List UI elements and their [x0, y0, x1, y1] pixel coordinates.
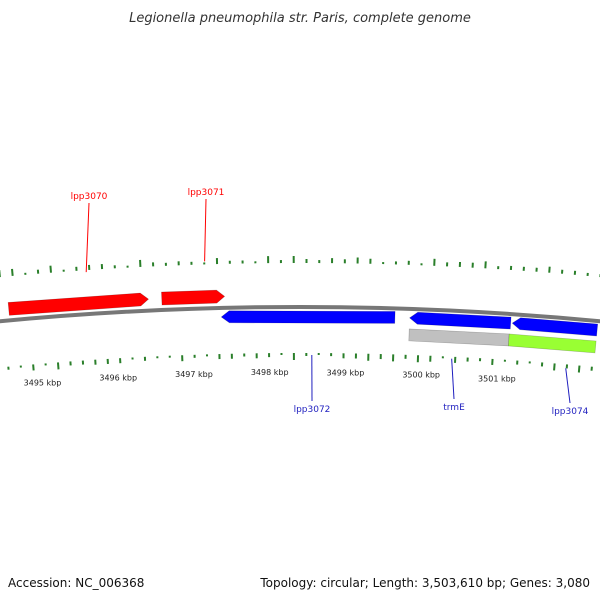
feature-lpp3071[interactable] [161, 289, 226, 306]
map-title: Legionella pneumophila str. Paris, compl… [129, 11, 471, 26]
label-leader-lpp3071 [204, 198, 207, 262]
feature-gene-3[interactable] [409, 311, 512, 330]
accession-text: Accession: NC_006368 [8, 576, 144, 590]
gene-label-lpp3071[interactable]: lpp3071 [188, 188, 225, 198]
scale-label: 3497 kbp [175, 370, 213, 379]
gene-label-trmE[interactable]: trmE [443, 403, 465, 413]
scale-label: 3498 kbp [251, 368, 289, 377]
feature-gene-4[interactable] [511, 317, 599, 337]
gene-label-lpp3072[interactable]: lpp3072 [294, 405, 331, 415]
scale-labels: 3495 kbp 3496 kbp 3497 kbp 3498 kbp 3499 kbp… [24, 368, 516, 388]
feature-trmE[interactable] [408, 328, 510, 347]
gc-tick [49, 265, 52, 273]
forward-strand-track [7, 289, 226, 316]
gene-labels: lpp3070 lpp3071 lpp3072 trmE lpp3074 [71, 188, 589, 417]
gc-track-lower [7, 353, 593, 373]
label-leader-lpp3070 [85, 202, 90, 273]
gc-track-upper [0, 256, 600, 278]
scale-label: 3501 kbp [478, 374, 516, 383]
gc-tick [32, 364, 35, 371]
label-leader-trmE [451, 358, 455, 400]
gene-label-lpp3074[interactable]: lpp3074 [552, 407, 589, 417]
gc-tick [56, 362, 60, 370]
gc-tick [553, 363, 556, 371]
genome-summary-text: Topology: circular; Length: 3,503,610 bp… [259, 576, 590, 590]
feature-lpp3072[interactable] [220, 310, 396, 324]
reverse-strand-track [220, 310, 599, 354]
genome-backbone [0, 305, 600, 324]
label-leader-lpp3074 [565, 368, 571, 404]
scale-label: 3499 kbp [327, 368, 365, 377]
scale-label: 3500 kbp [402, 370, 440, 379]
gc-tick [577, 365, 581, 373]
feature-lpp3070[interactable] [7, 292, 149, 316]
feature-lpp3074[interactable] [508, 333, 597, 354]
scale-label: 3496 kbp [99, 373, 137, 382]
gc-tick [11, 268, 14, 276]
scale-label: 3495 kbp [24, 379, 62, 388]
gene-label-lpp3070[interactable]: lpp3070 [71, 192, 108, 202]
